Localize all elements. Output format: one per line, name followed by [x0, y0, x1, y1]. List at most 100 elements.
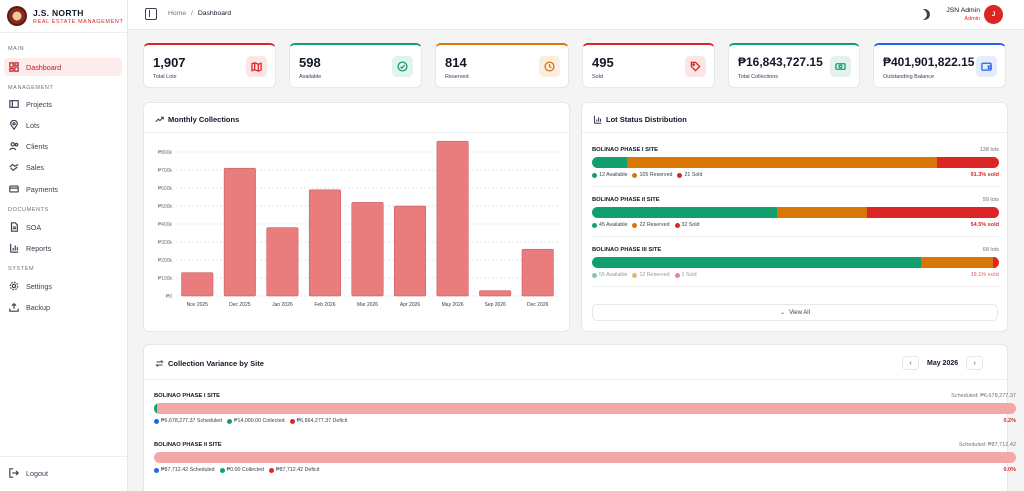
- stat-label: Total Lots: [153, 74, 177, 80]
- stat-icon-box: [392, 56, 413, 77]
- stat-value: 1,907: [153, 55, 186, 70]
- sidebar-item-sales[interactable]: Sales: [4, 158, 122, 176]
- credit-card-icon: [9, 185, 19, 193]
- bar-sep-2026[interactable]: [479, 290, 512, 297]
- stat-label: Sold: [592, 74, 604, 80]
- legend-reserved: 12 Reserved: [639, 272, 670, 278]
- stat-card-reserved: 814 Reserved: [435, 43, 569, 88]
- bar-dec-2025[interactable]: [223, 167, 256, 297]
- bar-feb-2026[interactable]: [308, 189, 341, 297]
- lot-site-name: BOLINAO PHASE I SITE: [592, 147, 659, 153]
- next-month-button[interactable]: ›: [966, 356, 984, 370]
- y-tick-label: ₱600k: [158, 186, 173, 192]
- y-tick-label: ₱0: [166, 294, 172, 300]
- projects-icon: [9, 100, 19, 108]
- x-tick-label: Nov 2025: [187, 302, 209, 308]
- sidebar-item-label: SOA: [26, 222, 42, 232]
- lot-site-name: BOLINAO PHASE II SITE: [592, 197, 660, 203]
- sidebar-item-dashboard[interactable]: Dashboard: [4, 58, 122, 76]
- sidebar-toggle-icon[interactable]: [145, 8, 157, 20]
- prev-month-button[interactable]: ‹: [902, 356, 919, 370]
- stat-label: Outstanding Balance: [883, 74, 935, 80]
- bar-nov-2025[interactable]: [181, 272, 214, 297]
- sidebar-item-soa[interactable]: SOA: [4, 218, 122, 236]
- x-tick-label: Feb 2026: [314, 302, 335, 308]
- chevron-down-icon: ⌄: [780, 310, 786, 316]
- gear-icon: [9, 281, 19, 291]
- logout-icon: [9, 468, 19, 478]
- x-tick-label: Sep 2026: [484, 302, 506, 308]
- bar-may-2026[interactable]: [436, 140, 469, 297]
- sidebar-divider: [0, 456, 127, 457]
- reserved-segment: [627, 157, 938, 168]
- tag-icon: [690, 61, 701, 72]
- variance-legend-item: ₱6,678,277.37 Scheduled: [161, 418, 222, 424]
- stat-card-total-collections: ₱16,843,727.15 Total Collections: [728, 43, 860, 88]
- sidebar-item-lots[interactable]: Lots: [4, 116, 122, 134]
- lot-status-title: Lot Status Distribution: [593, 115, 687, 124]
- view-all-button[interactable]: ⌄ View All: [592, 304, 998, 321]
- lot-status-bar: [592, 257, 999, 268]
- sidebar-item-label: Payments: [26, 184, 58, 194]
- variance-site-name: BOLINAO PHASE II SITE: [154, 442, 222, 448]
- sidebar-item-reports[interactable]: Reports: [4, 239, 122, 257]
- bar-jan-2026[interactable]: [266, 227, 299, 297]
- stat-card-available: 598 Available: [289, 43, 422, 88]
- sidebar-item-clients[interactable]: Clients: [4, 137, 122, 155]
- sidebar-item-backup[interactable]: Backup: [4, 298, 122, 316]
- breadcrumb-home[interactable]: Home: [168, 10, 187, 17]
- lot-status-title-text: Lot Status Distribution: [606, 115, 687, 124]
- sidebar-item-label: Reports: [26, 243, 52, 253]
- lot-status-bar: [592, 157, 999, 168]
- stat-label: Available: [299, 74, 322, 80]
- avatar[interactable]: J: [984, 5, 1003, 24]
- sidebar-item-settings[interactable]: Settings: [4, 277, 122, 295]
- sidebar-item-projects[interactable]: Projects: [4, 95, 122, 113]
- bar-chart-icon: [10, 243, 19, 253]
- sidebar-item-label: Projects: [26, 99, 52, 109]
- logout-button[interactable]: Logout: [4, 464, 122, 482]
- legend-sold: 21 Sold: [684, 172, 703, 178]
- bar-apr-2026[interactable]: [394, 205, 427, 297]
- sidebar-item-label: Clients: [26, 141, 48, 151]
- x-tick-label: May 2026: [442, 302, 464, 308]
- sold-segment: [993, 257, 999, 268]
- theme-toggle-moon-icon[interactable]: [917, 7, 931, 21]
- available-segment: [592, 157, 628, 168]
- logo: [7, 6, 27, 26]
- variance-scheduled: Scheduled: ₱6,678,277.37: [951, 393, 1016, 399]
- reserved-segment: [777, 207, 868, 218]
- variance-legend-item: ₱0.00 Collected: [226, 467, 265, 473]
- bar-mar-2026[interactable]: [351, 202, 384, 297]
- bar-dec-2026[interactable]: [521, 248, 554, 297]
- collection-variance-title: Collection Variance by Site: [155, 359, 264, 368]
- monthly-collections-title: Monthly Collections: [155, 115, 239, 124]
- sidebar-item-payments[interactable]: Payments: [4, 180, 122, 198]
- stat-card-outstanding-balance: ₱401,901,822.15 Outstanding Balance: [873, 43, 1006, 88]
- stat-icon-box: [830, 56, 851, 77]
- nav-section-main: MAIN: [8, 46, 25, 52]
- stat-label: Total Collections: [738, 74, 779, 80]
- y-tick-label: ₱700k: [158, 168, 173, 174]
- variance-bar: [154, 403, 1016, 414]
- brand[interactable]: J.S. NORTH REAL ESTATE MANAGEMENT: [0, 0, 127, 33]
- y-tick-label: ₱500k: [158, 204, 173, 210]
- month-navigator: ‹ May 2026 ›: [902, 356, 984, 370]
- variance-percent: 0.2%: [1003, 418, 1016, 424]
- row-divider: [592, 286, 999, 287]
- logout-label: Logout: [26, 468, 48, 478]
- lot-site-count: 68 lots: [982, 247, 999, 253]
- lot-legend: 55 Available 12 Reserved 1 Sold: [592, 272, 702, 278]
- stat-icon-box: [976, 56, 997, 77]
- sold-segment: [867, 207, 999, 218]
- user-role: Admin: [964, 16, 980, 22]
- stat-icon-box: [539, 56, 560, 77]
- variance-collected-fill: [154, 403, 158, 414]
- y-tick-label: ₱200k: [158, 258, 173, 264]
- legend-sold: 1 Sold: [681, 272, 697, 278]
- legend-reserved: 105 Reserved: [639, 172, 673, 178]
- variance-legend-item: ₱6,664,277.37 Deficit: [296, 418, 348, 424]
- x-tick-label: Apr 2026: [400, 302, 421, 308]
- sidebar-item-label: Settings: [26, 281, 52, 291]
- y-tick-label: ₱300k: [158, 240, 173, 246]
